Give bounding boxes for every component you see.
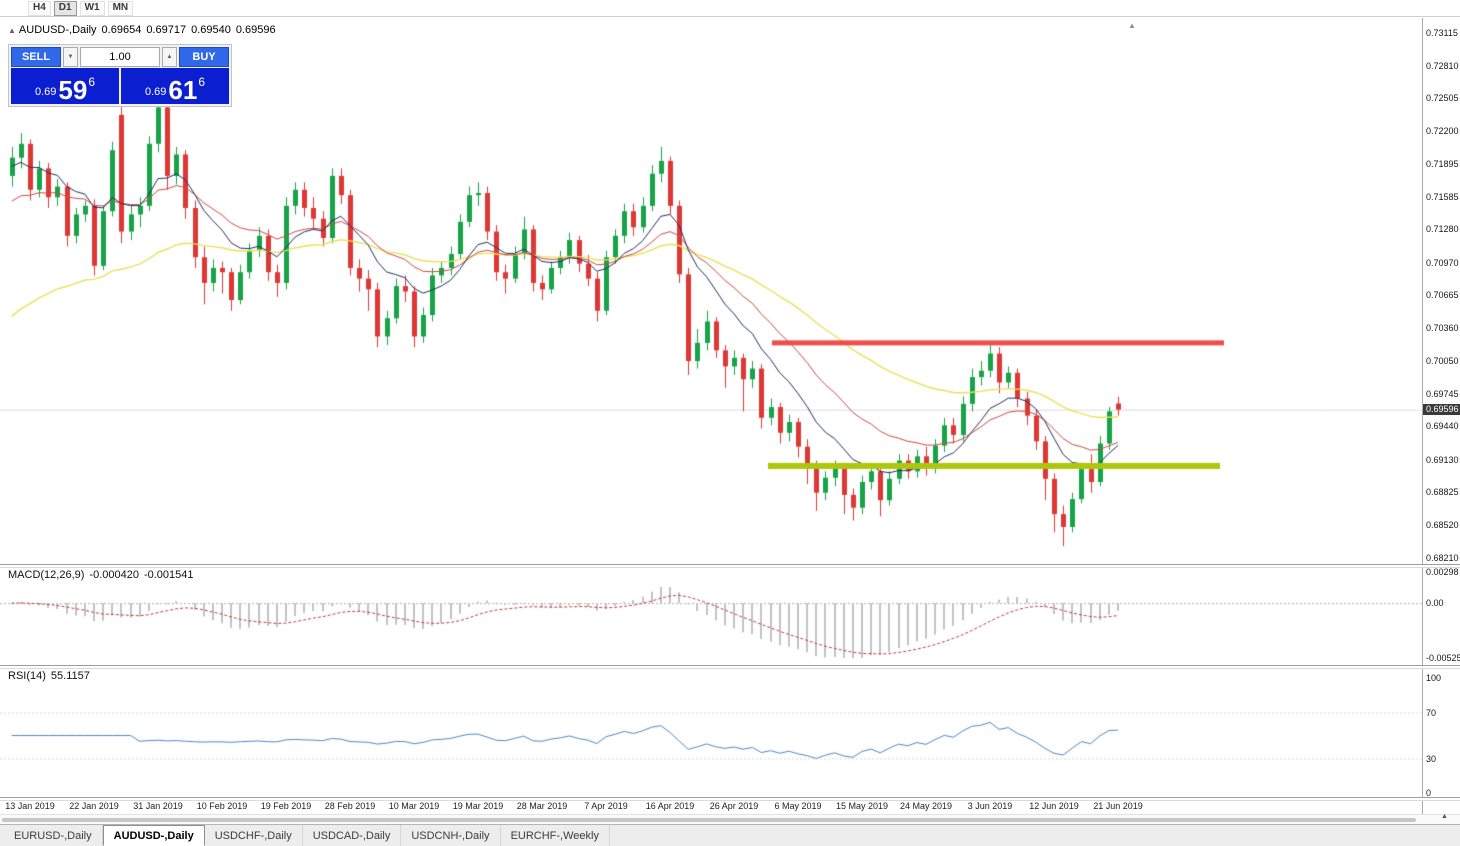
price-axis-label: 0.72200 [1426,125,1459,136]
date-axis-label: 12 Jun 2019 [1029,801,1079,811]
ask-price-sup: 6 [198,75,206,89]
trade-controls-row: SELL ▼ ▲ BUY [11,47,229,67]
symbol-label: AUDUSD-,Daily [18,24,97,36]
macd-axis-label: 0.00 [1426,598,1444,609]
open-value: 0.69654 [101,24,142,36]
chart-ohlc-readout: ▲ AUDUSD-,Daily 0.69654 0.69717 0.69540 0.695… [8,24,281,36]
date-axis-label: 21 Jun 2019 [1093,801,1143,811]
price-axis-label: 0.68825 [1426,487,1459,498]
bid-price-sup: 6 [88,75,96,89]
date-axis-label: 19 Mar 2019 [452,801,504,811]
price-axis-label: 0.70970 [1426,257,1459,268]
price-axis-label: 0.69440 [1426,421,1459,432]
date-axis-label: 10 Mar 2019 [388,801,440,811]
current-price-badge: 0.69596 [1423,403,1460,415]
date-axis-label: 13 Jan 2019 [5,801,55,811]
sell-button[interactable]: SELL [11,47,61,67]
date-axis-label: 10 Feb 2019 [196,801,248,811]
date-axis-label: 31 Jan 2019 [133,801,183,811]
volume-decrease-button[interactable]: ▼ [63,47,78,67]
timeframe-button-d1[interactable]: D1 [53,0,77,16]
buy-button[interactable]: BUY [179,47,229,67]
date-axis-label: 16 Apr 2019 [645,801,695,811]
price-axis-label: 0.70050 [1426,356,1459,367]
ask-price-prefix: 0.69 [144,86,167,98]
panel-toggle-icon[interactable]: ▲ [8,26,16,35]
chart-tab-eurusddaily[interactable]: EURUSD-,Daily [4,825,103,846]
macd-main-value: -0.000420 [89,569,139,581]
timeframe-button-mn[interactable]: MN [107,0,134,16]
date-axis-label: 22 Jan 2019 [69,801,119,811]
price-axis-label: 0.71895 [1426,158,1459,169]
rsi-axis-label: 0 [1426,788,1432,798]
price-axis-label: 0.70360 [1426,322,1459,333]
date-axis-label: 28 Mar 2019 [516,801,568,811]
chart-tab-audusddaily[interactable]: AUDUSD-,Daily [102,825,205,846]
bid-price-prefix: 0.69 [34,86,57,98]
high-value: 0.69717 [146,24,187,36]
timeframe-button-w1[interactable]: W1 [79,0,105,16]
macd-label: MACD(12,26,9) [8,569,85,581]
horizontal-scrollbar: ▲ [0,813,1460,824]
ask-price-big: 61 [168,75,198,106]
bid-price[interactable]: 0.69 59 6 [11,68,119,104]
rsi-label: RSI(14) [8,670,46,682]
price-axis-border [1422,18,1423,814]
date-axis-label: 26 Apr 2019 [709,801,759,811]
date-axis-label: 7 Apr 2019 [584,801,628,811]
timeframe-button-h4[interactable]: H4 [28,0,51,16]
volume-increase-button[interactable]: ▲ [162,47,177,67]
chart-tab-eurchfweekly[interactable]: EURCHF-,Weekly [501,825,610,846]
price-axis-label: 0.69745 [1426,388,1459,399]
timeframe-toolbar: H4 D1 W1 MN [0,0,1460,17]
date-axis-label: 15 May 2019 [835,801,889,811]
ask-price[interactable]: 0.69 61 6 [121,68,229,104]
macd-panel-label: MACD(12,26,9) -0.000420 -0.001541 [8,569,199,581]
scrollbar-marker-icon: ▲ [1441,813,1448,820]
close-value: 0.69596 [235,24,276,36]
splitter-macd-rsi[interactable] [0,665,1460,669]
splitter-main-macd[interactable] [0,564,1460,568]
chart-tab-usdchfdaily[interactable]: USDCHF-,Daily [205,825,303,846]
date-axis-label: 24 May 2019 [899,801,953,811]
scrollbar-thumb[interactable] [2,818,1416,822]
rsi-axis-label: 30 [1426,753,1437,764]
volume-input[interactable] [80,47,160,67]
price-axis-label: 0.68520 [1426,519,1459,530]
date-axis-label: 19 Feb 2019 [260,801,312,811]
price-axis-label: 0.71280 [1426,224,1459,235]
chart-tab-usdcaddaily[interactable]: USDCAD-,Daily [303,825,402,846]
one-click-trade-panel: SELL ▼ ▲ BUY 0.69 59 6 0.69 61 6 [8,44,232,107]
macd-axis-label: -0.00525 [1426,653,1460,663]
chart-tab-usdcnhdaily[interactable]: USDCNH-,Daily [401,825,501,846]
date-axis-label: 6 May 2019 [774,801,822,811]
trade-prices-row: 0.69 59 6 0.69 61 6 [11,68,229,104]
price-axis-label: 0.68210 [1426,553,1459,563]
date-axis-label: 28 Feb 2019 [324,801,376,811]
timeframe-buttons: H4 D1 W1 MN [28,0,136,16]
price-axis-label: 0.72810 [1426,60,1459,71]
price-axis-label: 0.73115 [1426,28,1458,38]
macd-axis-label: 0.00298 [1426,567,1459,577]
rsi-axis-label: 100 [1426,673,1442,683]
rsi-value: 55.1157 [50,670,90,682]
price-axis-label: 0.70665 [1426,290,1459,301]
price-axis-label: 0.69130 [1426,454,1459,465]
rsi-axis-label: 70 [1426,707,1437,718]
macd-signal-value: -0.001541 [143,569,194,581]
price-axis-label: 0.72505 [1426,93,1459,104]
price-axis-label: 0.71585 [1426,191,1459,202]
splitter-rsi-dates [0,797,1460,801]
chart-shift-marker-icon: ▲ [1128,21,1136,30]
rsi-panel-label: RSI(14) 55.1157 [8,670,95,682]
date-axis-label: 3 Jun 2019 [967,801,1013,811]
bid-price-big: 59 [58,75,88,106]
chart-tabs: EURUSD-,Daily AUDUSD-,Daily USDCHF-,Daily U… [0,824,1460,846]
low-value: 0.69540 [191,24,231,36]
